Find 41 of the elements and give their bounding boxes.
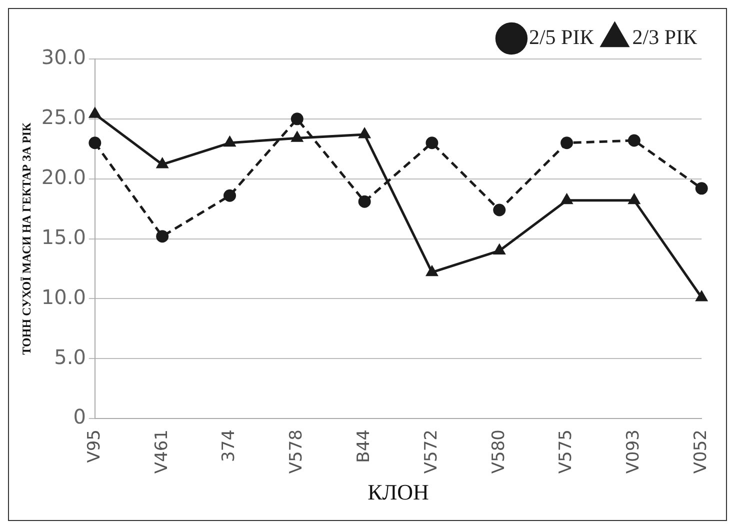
point — [290, 112, 304, 126]
point — [628, 134, 640, 147]
point — [696, 291, 708, 302]
point — [223, 189, 236, 202]
legend-label: 2/3 РІК — [632, 25, 698, 50]
point — [224, 136, 236, 147]
point — [292, 132, 303, 142]
y-tick-label: 20.0 — [41, 165, 86, 190]
x-tick-label: V572 — [421, 430, 442, 474]
legend-label: 2/5 РІК — [528, 25, 595, 50]
point — [494, 244, 505, 254]
point — [426, 136, 438, 150]
y-tick-label: 10.0 — [41, 284, 86, 309]
y-tick-label: 15.0 — [41, 224, 86, 249]
x-tick-label: 374 — [219, 430, 240, 462]
point — [561, 194, 572, 204]
point — [88, 136, 102, 150]
y-axis-title: ТОНН СУХОЇ МАСИ НА ГЕКТАР ЗА РІК — [19, 122, 34, 355]
y-tick-label: 5.0 — [54, 344, 86, 369]
x-tick-label: V575 — [556, 430, 576, 474]
point — [628, 194, 640, 204]
point — [426, 266, 438, 276]
point — [156, 230, 169, 243]
point — [89, 108, 101, 118]
point — [156, 158, 168, 168]
x-tick-label: V052 — [691, 430, 712, 474]
y-tick-label: 0 — [73, 404, 86, 429]
x-tick-label: V580 — [488, 430, 509, 474]
point — [358, 195, 371, 208]
y-tick-label: 30.0 — [41, 45, 86, 70]
x-tick-label: V093 — [624, 430, 644, 474]
point — [493, 204, 506, 216]
x-tick-label: V578 — [286, 430, 307, 474]
point — [560, 136, 574, 150]
point — [358, 128, 370, 138]
x-axis-title: КЛОН — [368, 480, 430, 505]
x-tick-label: V461 — [152, 430, 172, 474]
point — [695, 182, 708, 195]
y-tick-label: 25.0 — [41, 105, 86, 130]
x-tick-label: V95 — [84, 430, 104, 463]
x-tick-label: B44 — [354, 430, 374, 463]
